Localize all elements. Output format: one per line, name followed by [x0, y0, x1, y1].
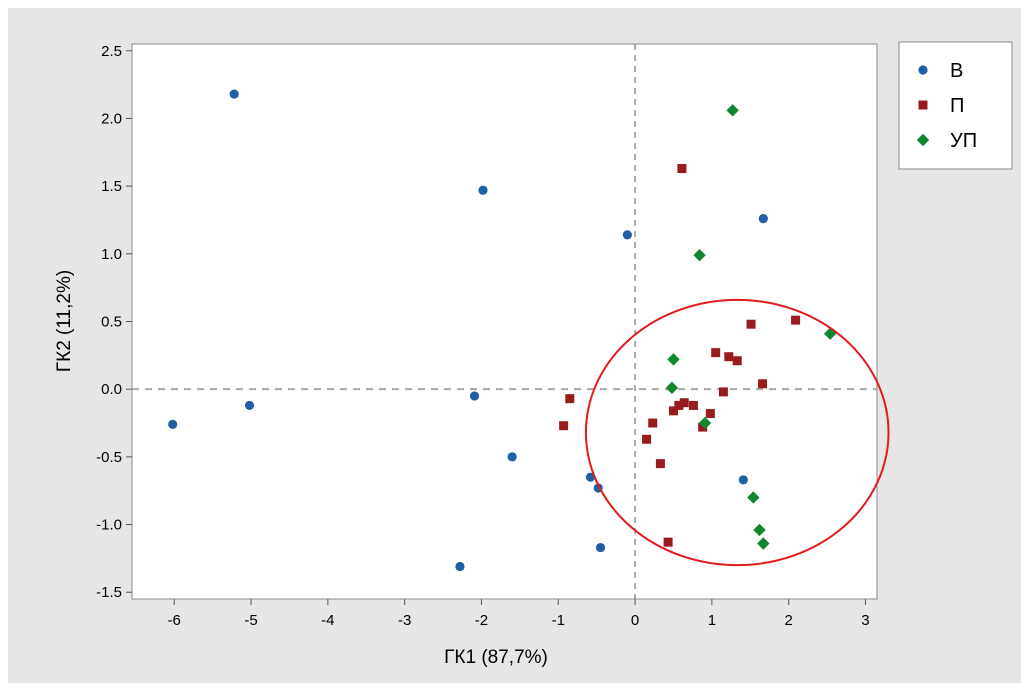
data-point [668, 406, 678, 416]
data-point [705, 409, 715, 419]
data-point [823, 327, 837, 340]
legend-box [898, 41, 1013, 170]
x-axis-ticks: -6 -5 -4 -3 -2 -1 0 1 2 3 [168, 599, 870, 629]
x-tick-label: 2 [785, 612, 793, 629]
data-point [679, 398, 689, 408]
y-tick-label: 2.5 [101, 43, 122, 60]
data-point [244, 400, 255, 411]
x-tick-label: -6 [168, 612, 181, 629]
y-tick-label: 2.0 [101, 110, 122, 127]
data-point [732, 356, 742, 366]
data-point [168, 419, 178, 429]
reference-lines [132, 44, 877, 599]
data-point [693, 248, 706, 262]
x-tick-label: -1 [552, 612, 565, 629]
data-point [469, 391, 480, 401]
y-tick-label: 0.0 [101, 381, 122, 398]
data-point [674, 400, 684, 410]
data-point [565, 394, 575, 404]
x-tick-label: 1 [708, 612, 716, 629]
data-point [655, 459, 665, 469]
y-tick-label: -1.0 [96, 517, 122, 534]
data-point [642, 434, 652, 444]
data-point [711, 348, 721, 358]
data-point [698, 416, 712, 430]
x-tick-label: -5 [244, 612, 257, 629]
series-2-points [665, 104, 837, 550]
data-point [698, 422, 708, 432]
y-tick-label: 1.0 [101, 246, 122, 263]
data-point [758, 379, 768, 389]
data-point [758, 214, 768, 224]
data-points [168, 89, 837, 572]
data-point [622, 230, 632, 240]
y-tick-label: 1.5 [101, 178, 122, 195]
x-tick-label: -2 [475, 612, 488, 629]
legend-marker [916, 133, 930, 147]
series-1-points [559, 164, 801, 547]
series-0-points [168, 89, 768, 572]
highlight-ellipse [584, 298, 890, 567]
legend-label: П [950, 95, 964, 117]
legend-label: В [950, 60, 963, 82]
data-point [746, 319, 756, 329]
data-point [753, 523, 766, 537]
x-tick-label: -3 [398, 612, 411, 629]
data-point [229, 89, 239, 99]
x-tick-label: 0 [631, 612, 639, 629]
x-tick-label: -4 [321, 612, 334, 629]
data-point [718, 387, 728, 397]
x-axis-label: ГК1 (87,7%) [444, 647, 548, 668]
y-tick-label: 0.5 [101, 314, 122, 331]
data-point [663, 537, 673, 547]
plot-area [131, 43, 878, 600]
y-axis-ticks: -1.5 -1.0 -0.5 0.0 0.5 1.0 1.5 2.0 2.5 [96, 43, 132, 601]
data-point [665, 381, 679, 395]
legend: ВП УП [898, 41, 1013, 170]
legend-marker [918, 65, 928, 75]
data-point [648, 418, 658, 428]
data-point [667, 353, 680, 366]
data-point [791, 315, 801, 325]
scatter-chart: -6 -5 -4 -3 -2 -1 0 1 2 3 -1.5 -1.0 -0.5 0.0 0.5 1.0 1.… [54, 41, 1013, 668]
legend-label: УП [950, 130, 977, 152]
y-tick-label: -1.5 [96, 584, 122, 601]
data-point [738, 475, 748, 485]
data-point [757, 537, 770, 550]
data-point [455, 561, 465, 572]
data-point [595, 542, 606, 553]
chart-frame: -6 -5 -4 -3 -2 -1 0 1 2 3 -1.5 -1.0 -0.5 0.0 0.5 1.0 1.… [8, 8, 1021, 683]
y-tick-label: -0.5 [96, 449, 122, 466]
y-axis-label: ГК2 (11,2%) [54, 270, 75, 372]
data-point [677, 164, 687, 174]
data-point [688, 400, 698, 410]
data-point [559, 421, 569, 431]
legend-marker [918, 100, 928, 110]
data-point [724, 352, 734, 362]
data-point [726, 104, 739, 117]
data-point [478, 185, 488, 195]
data-point [507, 452, 517, 462]
data-point [747, 491, 760, 504]
x-tick-label: 3 [861, 612, 869, 629]
